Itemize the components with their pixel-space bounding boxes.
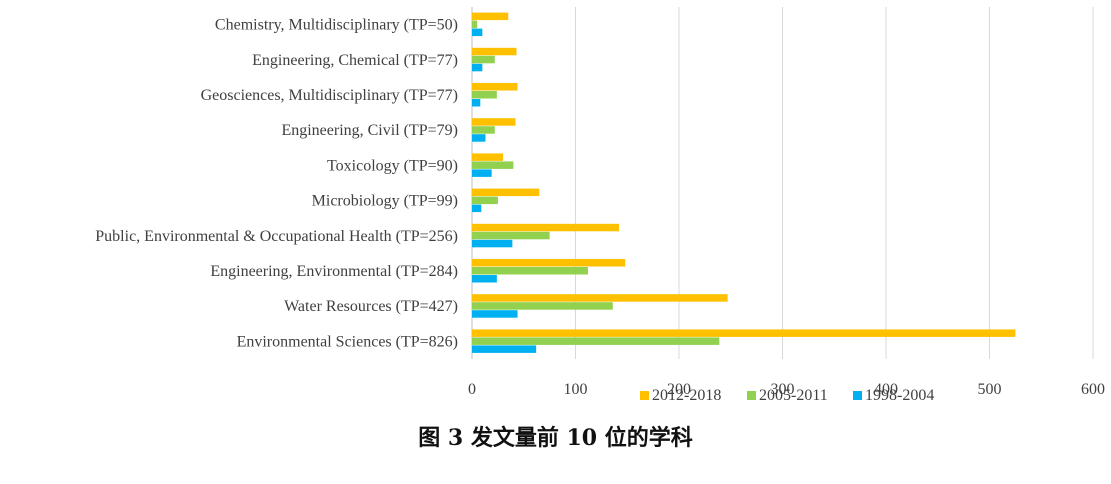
bar-2012-2018-0 <box>472 12 509 21</box>
bar-2005-2011-1 <box>472 55 495 64</box>
x-tick-label: 300 <box>771 381 795 398</box>
category-label: Chemistry, Multidisciplinary (TP=50) <box>215 17 458 34</box>
legend-label: 2005-2011 <box>759 387 828 404</box>
x-tick-label: 500 <box>978 381 1002 398</box>
bar-1998-2004-0 <box>472 28 483 37</box>
bar-2012-2018-4 <box>472 153 504 161</box>
x-tick-label: 200 <box>667 381 691 398</box>
bar-2005-2011-9 <box>472 337 720 345</box>
bar-1998-2004-3 <box>472 134 486 142</box>
x-tick-labels: 0 100 200 300 400 500 600 <box>468 381 1105 398</box>
bar-1998-2004-5 <box>472 204 482 213</box>
bar-1998-2004-9 <box>472 345 537 353</box>
bar-1998-2004-4 <box>472 169 492 177</box>
bar-1998-2004-1 <box>472 63 483 72</box>
bar-2005-2011-7 <box>472 267 588 275</box>
x-tick-label: 600 <box>1081 381 1105 398</box>
bar-chart: Chemistry, Multidisciplinary (TP=50) Engi… <box>95 7 1105 404</box>
category-label: Microbiology (TP=99) <box>312 193 458 210</box>
category-label: Toxicology (TP=90) <box>327 157 458 174</box>
category-label: Water Resources (TP=427) <box>284 298 458 315</box>
bar-2005-2011-5 <box>472 196 498 205</box>
bar-1998-2004-2 <box>472 99 481 107</box>
legend-label: 1998-2004 <box>865 387 934 404</box>
bar-2005-2011-2 <box>472 91 497 99</box>
legend-swatch-2005-2011 <box>747 391 756 400</box>
bar-2012-2018-7 <box>472 259 626 267</box>
bars <box>472 12 1016 353</box>
legend: 2012-2018 2005-2011 1998-2004 <box>640 387 934 404</box>
bar-2012-2018-3 <box>472 118 516 126</box>
bar-1998-2004-8 <box>472 310 518 318</box>
bar-2012-2018-6 <box>472 223 619 232</box>
bar-2012-2018-1 <box>472 47 517 56</box>
x-tick-label: 400 <box>874 381 898 398</box>
category-label: Geosciences, Multidisciplinary (TP=77) <box>201 87 458 104</box>
legend-swatch-2012-2018 <box>640 391 649 400</box>
bar-2005-2011-0 <box>472 20 478 29</box>
category-label: Public, Environmental & Occupational Hea… <box>95 228 458 245</box>
legend-label: 2012-2018 <box>652 387 721 404</box>
bar-2012-2018-5 <box>472 188 540 197</box>
bar-1998-2004-6 <box>472 239 513 248</box>
bar-2012-2018-9 <box>472 329 1016 337</box>
category-label: Engineering, Civil (TP=79) <box>281 122 458 139</box>
bar-2005-2011-4 <box>472 161 514 169</box>
category-label: Engineering, Chemical (TP=77) <box>252 52 458 69</box>
bar-2012-2018-2 <box>472 83 518 91</box>
figure-caption: 图 3 发文量前 10 位的学科 <box>418 425 693 451</box>
bar-2005-2011-8 <box>472 302 613 310</box>
bar-2012-2018-8 <box>472 294 728 302</box>
x-tick-label: 100 <box>564 381 588 398</box>
bar-2005-2011-6 <box>472 231 550 240</box>
legend-swatch-1998-2004 <box>853 391 862 400</box>
bar-2005-2011-3 <box>472 126 495 134</box>
bar-1998-2004-7 <box>472 275 497 283</box>
category-label: Environmental Sciences (TP=826) <box>237 333 458 350</box>
category-label: Engineering, Environmental (TP=284) <box>210 263 458 280</box>
category-labels: Chemistry, Multidisciplinary (TP=50) Engi… <box>95 17 458 351</box>
x-tick-label: 0 <box>468 381 476 398</box>
